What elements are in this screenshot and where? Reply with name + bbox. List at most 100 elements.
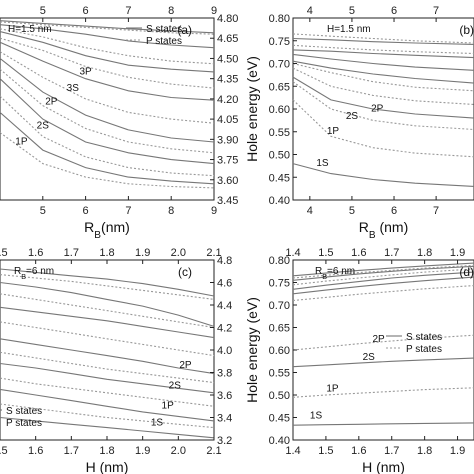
series-line-p [292,264,474,279]
curve-label: 1P [15,137,28,148]
top-tick-label: 5 [40,5,46,17]
x-tick-label: 1.9 [135,445,150,457]
curve-label: 3S [67,83,80,94]
series-line-p [292,33,474,44]
top-tick-label: 6 [391,5,397,17]
series-line-s [0,268,215,297]
curve-label: 2P [372,334,385,345]
series-line-p [292,99,474,158]
top-tick-label: 9 [211,5,217,17]
series-line-p [0,51,215,124]
y-tick-label: 0.45 [269,413,290,425]
x-axis-label: RB(nm) [84,219,130,241]
x-tick-label: 2.1 [206,445,221,457]
y-tick-label: 4.8 [217,255,232,267]
x-tick-label: 1.7 [64,445,79,457]
series-line-p [0,351,215,384]
y-tick-label: 0.75 [269,278,290,290]
series-line-s [0,388,215,422]
x-tick-label: 9 [211,205,217,217]
series-line-s [292,163,474,187]
y-tick-label: 0.60 [269,104,290,116]
y-tick-label: 0.55 [269,368,290,380]
condition-annotation-main: R [14,266,21,277]
series-line-p [292,67,474,106]
top-tick-label: 8 [168,5,174,17]
y-tick-label: 0.70 [269,59,290,71]
top-tick-label: 1.5 [318,247,333,259]
series-line-s [0,111,215,185]
series-line-s [292,276,474,295]
series-line-p [0,377,215,407]
curve-label: 2P [45,96,58,107]
y-tick-label: 4.35 [217,74,238,86]
series-line-p [292,81,474,131]
top-tick-label: 2.0 [171,247,186,259]
x-tick-label: 5 [40,205,46,217]
x-axis-label-main: R [359,219,369,235]
series-line-p [0,132,215,189]
x-tick-label: 5 [349,205,355,217]
y-tick-label: 0.65 [269,323,290,335]
curve-label: 2P [371,103,384,114]
condition-annotation-sub: B [322,272,327,281]
x-tick-label: 2.0 [171,445,186,457]
y-tick-label: 4.0 [217,345,232,357]
series-line-p [292,268,474,286]
x-tick-label: 6 [83,205,89,217]
panel-label: (b) [459,23,474,37]
x-tick-label: 1.5 [318,445,333,457]
x-tick-label: 8 [168,205,174,217]
series-line-s [292,37,474,45]
top-tick-label: 1.8 [417,247,432,259]
y-tick-label: 4.20 [217,94,238,106]
y-tick-label: 3.45 [217,195,238,207]
x-tick-label: 7 [125,205,131,217]
y-tick-label: 4.65 [217,33,238,45]
x-tick-label: 1.5 [0,445,8,457]
y-tick-label: 4.6 [217,278,232,290]
top-tick-label: 1.5 [0,247,8,259]
y-tick-label: 4.2 [217,323,232,335]
y-tick-label: 4.80 [217,13,238,25]
series-line-s [0,362,215,394]
x-axis-label-rest: (nm) [101,219,130,235]
y-tick-label: 0.80 [269,255,290,267]
x-axis-label-main: R [84,219,94,235]
panel-b: 4 5 6 7 4 5 6 7 0.40 0.45 0.50 0.55 0.60 0.65 0.70 0.75… [244,5,474,241]
series-line-p [292,334,474,351]
curve-label: 1S [310,410,323,421]
curve-label: 1S [316,158,329,169]
series-line-s [0,20,215,34]
y-tick-label: 0.70 [269,300,290,312]
x-tick-label: 1.6 [28,445,43,457]
series-line-p [292,387,474,398]
series-line-s [0,41,215,101]
panel-label: (d) [459,265,474,279]
legend-p-label: P states [406,344,442,355]
series-line-s [292,265,474,281]
x-tick-label: 7 [433,205,439,217]
x-axis-label: H (nm) [86,459,129,474]
legend-s-label: S states [146,24,182,35]
series-line-s [292,422,474,426]
x-tick-label: 1.8 [417,445,432,457]
y-tick-label: 0.80 [269,13,290,25]
series-line-p [0,68,215,154]
x-axis-label-rest: (nm) [376,219,409,235]
top-tick-label: 1.9 [135,247,150,259]
x-tick-label: 1.7 [384,445,399,457]
legend-p-label: P states [6,418,42,429]
curve-label: 2S [37,121,50,132]
curve-label: 3P [79,67,92,78]
x-axis-label: H (nm) [362,459,405,474]
series-line-s [292,60,474,84]
x-axis-label-sub: B [94,230,101,241]
curve-label: 2S [363,352,376,363]
panel-a: 5 6 7 8 95 6 7 8 93.453.603.753.904.054.204.354.… [0,5,238,241]
y-tick-label: 3.2 [217,435,232,447]
x-tick-label: 1.8 [99,445,114,457]
top-tick-label: 1.6 [351,247,366,259]
plot-frame [292,17,474,201]
